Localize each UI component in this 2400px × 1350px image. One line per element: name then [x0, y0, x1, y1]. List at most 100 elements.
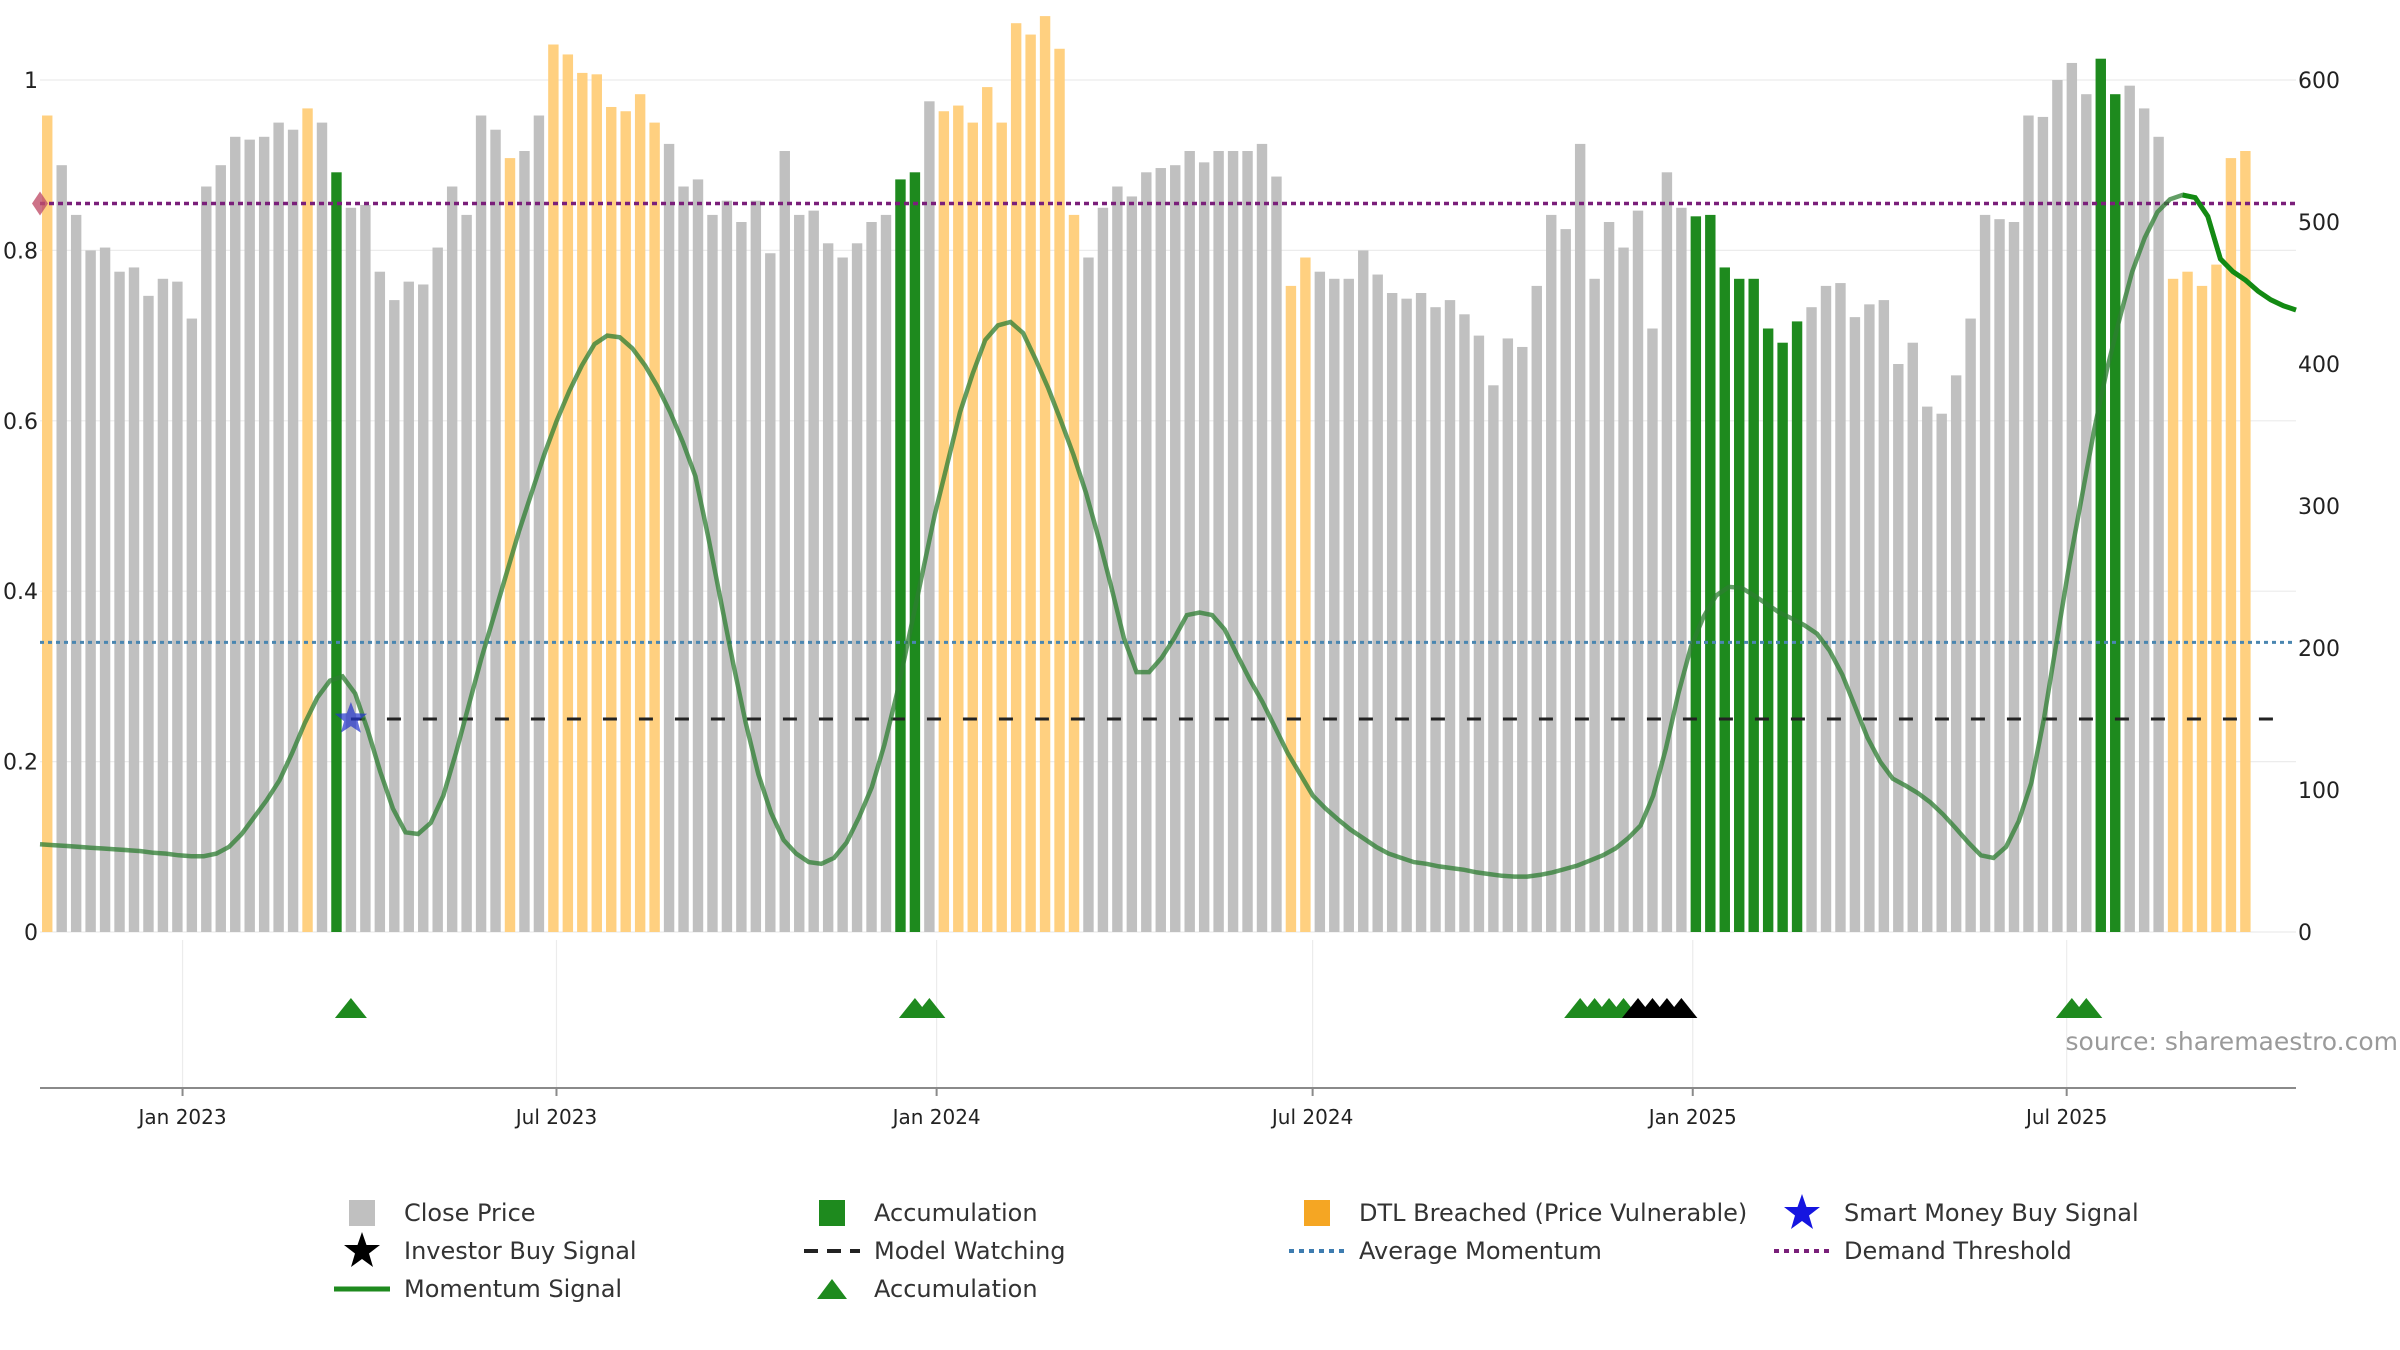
legend-label: Investor Buy Signal — [404, 1237, 637, 1265]
legend: Close Price Investor Buy Signal Momentum… — [0, 1194, 2400, 1345]
close-price-bar — [2138, 108, 2150, 932]
close-price-bar — [1227, 151, 1239, 932]
close-price-bar — [1155, 168, 1166, 933]
close-price-bar — [490, 129, 501, 932]
close-price-bar — [1603, 222, 1615, 932]
signal-markers — [334, 702, 2103, 1018]
close-price-bar — [1864, 304, 1875, 932]
legend-item-average-momentum: Average Momentum — [1285, 1233, 1602, 1269]
blue-star-icon — [1784, 1194, 1820, 1229]
close-price-bar — [114, 271, 125, 932]
y-right-tick-label: 300 — [2298, 495, 2340, 520]
legend-item-demand-threshold: Demand Threshold — [1770, 1233, 2072, 1269]
dtl-breached-bar — [1025, 34, 1036, 933]
close-price-bar — [1415, 293, 1427, 932]
close-price-bar — [1560, 229, 1571, 933]
close-price-bar — [475, 115, 487, 932]
close-price-bar — [374, 271, 386, 932]
investor-buy-triangle-icon — [1665, 998, 1698, 1018]
smart-money-star-icon — [334, 702, 368, 733]
close-price-bar — [779, 151, 790, 932]
dtl-breached-bar — [953, 105, 964, 932]
legend-item-investor-buy: Investor Buy Signal — [330, 1232, 637, 1269]
y-left-tick-label: 0.4 — [3, 580, 38, 605]
x-tick-label: Jan 2024 — [891, 1105, 981, 1129]
source-note: source: sharemaestro.com — [2066, 1027, 2399, 1056]
accumulation-bar — [1777, 342, 1788, 932]
close-price-bar — [85, 250, 96, 932]
dtl-breached-bar — [996, 122, 1007, 933]
close-price-bar — [822, 243, 834, 933]
dtl-breached-bar — [649, 122, 660, 933]
close-price-bar — [403, 281, 414, 932]
legend-label: Demand Threshold — [1844, 1237, 2072, 1265]
accumulation-bar — [1791, 321, 1803, 932]
close-price-bar — [143, 295, 154, 933]
close-price-bar — [1343, 278, 1354, 932]
x-tick-label: Jul 2025 — [2024, 1105, 2107, 1129]
close-price-bar — [99, 247, 111, 932]
dtl-breached-bar — [634, 94, 646, 932]
close-price-bar — [1329, 278, 1340, 932]
signal-lines — [32, 191, 2297, 879]
close-price-bar — [750, 200, 762, 932]
close-price-bar — [1546, 214, 1557, 932]
close-price-bar — [808, 210, 819, 932]
momentum-signal-latest — [2182, 192, 2297, 313]
accumulation-bar — [1748, 278, 1759, 932]
dtl-breached-bar — [302, 108, 313, 932]
y-left-tick-label: 0.8 — [3, 239, 38, 264]
close-price-bar — [418, 284, 429, 933]
close-price-bar — [201, 186, 212, 932]
dtl-breached-bar — [2182, 271, 2193, 932]
accumulation-bar — [2110, 94, 2121, 932]
accumulation-triangle-icon — [334, 998, 367, 1018]
dtl-breached-bar — [1285, 285, 1297, 932]
close-price-bar — [1574, 143, 1586, 932]
legend-label: Close Price — [404, 1199, 536, 1227]
accumulation-bar — [1719, 267, 1730, 932]
close-price-bar — [924, 101, 935, 933]
y-left-tick-label: 0.2 — [3, 751, 38, 776]
close-price-bar — [1502, 338, 1514, 932]
close-price-bar — [1112, 186, 1123, 932]
gray-square-icon — [349, 1200, 375, 1226]
legend-label: Momentum Signal — [404, 1275, 623, 1303]
close-price-bar — [157, 278, 169, 932]
dtl-breached-bar — [1300, 257, 1311, 932]
close-price-bar — [1936, 413, 1947, 932]
close-price-bar — [273, 122, 284, 933]
accumulation-triangle-icon — [2070, 998, 2103, 1018]
close-price-bar — [1950, 375, 1962, 932]
legend-item-model-watching: Model Watching — [800, 1233, 1066, 1269]
close-price-bar — [2081, 94, 2092, 932]
dtl-breached-bar — [577, 72, 588, 932]
dtl-breached-bar — [2196, 285, 2208, 932]
black-star-icon — [344, 1232, 380, 1267]
dtl-breached-bar — [938, 111, 950, 933]
close-price-bar — [663, 143, 675, 932]
dtl-breached-bar — [2240, 151, 2251, 932]
close-price-bar — [1676, 207, 1687, 933]
accumulation-bar — [2095, 58, 2106, 932]
close-price-bar — [316, 122, 328, 933]
dtl-breached-bar — [1010, 23, 1022, 932]
y-left-tick-label: 1 — [24, 69, 38, 94]
price-bars — [42, 16, 2251, 933]
dtl-breached-bar — [967, 122, 978, 933]
close-price-bar — [70, 214, 82, 932]
close-price-bar — [1386, 293, 1398, 932]
close-price-bar — [519, 151, 530, 932]
accumulation-bar — [1762, 328, 1774, 932]
accumulation-triangle-icon — [913, 998, 946, 1018]
legend-item-dtl-breached: DTL Breached (Price Vulnerable) — [1285, 1195, 1747, 1231]
close-price-bar — [1820, 285, 1832, 932]
close-price-bar — [1618, 247, 1629, 932]
threshold-marker — [32, 191, 48, 216]
legend-label: Smart Money Buy Signal — [1844, 1199, 2139, 1227]
close-price-bar — [1126, 196, 1138, 932]
x-tick-label: Jul 2024 — [1270, 1105, 1353, 1129]
close-price-bar — [1878, 300, 1890, 933]
dtl-breached-bar — [620, 111, 631, 933]
legend-item-accumulation: Accumulation — [800, 1195, 1038, 1231]
